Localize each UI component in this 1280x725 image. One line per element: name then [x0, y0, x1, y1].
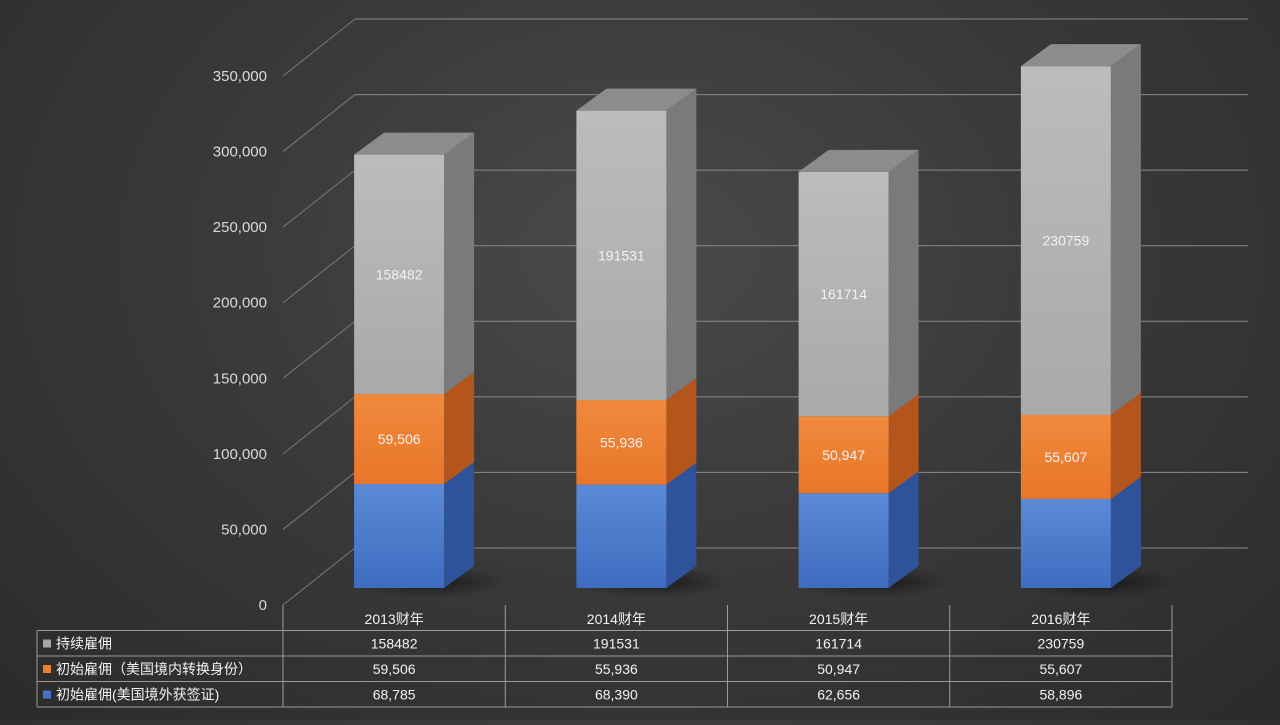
data-label: 158482: [376, 266, 423, 282]
data-label: 59,506: [378, 431, 421, 447]
bar-side-face: [666, 88, 697, 401]
x-category-label: 2016财年: [1031, 611, 1090, 627]
data-label: 230759: [1043, 233, 1090, 249]
data-label: 55,936: [600, 434, 643, 450]
bar-side-face: [888, 471, 919, 588]
table-cell: 50,947: [817, 661, 860, 677]
bar-front-face: [354, 484, 445, 588]
table-cell: 59,506: [373, 661, 416, 677]
legend-label: 初始雇佣(美国境外获签证): [56, 687, 219, 703]
table-cell: 230759: [1038, 636, 1085, 652]
bar-segment: 50,947: [798, 394, 919, 494]
gridline-diagonal: [282, 18, 356, 77]
gridline-diagonal: [282, 320, 356, 379]
legend-label: 持续雇佣: [56, 636, 112, 652]
bar-front-face: [576, 110, 667, 401]
bar-side-face: [444, 132, 475, 395]
bar-side-face: [444, 462, 475, 588]
gridline-diagonal: [282, 396, 356, 455]
bar-top-face: [798, 149, 919, 172]
legend-swatch: [43, 639, 51, 648]
bar-top-face: [1020, 44, 1141, 67]
bar-side-face: [666, 378, 697, 485]
y-tick-label: 350,000: [213, 68, 267, 85]
bar-segment: [798, 471, 919, 588]
bar-front-face: [354, 394, 445, 485]
x-category-label: 2013财年: [365, 611, 424, 627]
y-tick-label: 0: [259, 597, 267, 614]
gridline-diagonal: [282, 472, 356, 530]
bar-segment: [576, 462, 697, 588]
bar-segment: 230759: [1020, 44, 1141, 415]
data-label: 161714: [820, 286, 867, 302]
gridline-diagonal: [282, 169, 356, 228]
bar-side-face: [444, 372, 475, 485]
data-label: 191531: [598, 247, 645, 263]
y-tick-label: 100,000: [213, 446, 267, 463]
bar-segment: 59,506: [354, 372, 475, 485]
legend-swatch: [43, 665, 51, 673]
table-cell: 68,785: [373, 687, 416, 703]
table-cell: 62,656: [817, 687, 860, 703]
bar-front-face: [576, 484, 667, 588]
bar-front-face: [576, 400, 667, 485]
bar-front-face: [798, 171, 889, 417]
bar-segment: 161714: [798, 149, 919, 417]
legend-swatch: [43, 690, 51, 699]
bar-side-face: [1110, 392, 1141, 499]
data-label: 55,607: [1044, 449, 1087, 465]
y-tick-label: 300,000: [213, 144, 267, 161]
bar-top-face: [354, 132, 475, 155]
legend-label: 初始雇佣（美国境内转换身份）: [56, 661, 252, 677]
table-cell: 68,390: [595, 687, 638, 703]
bar-side-face: [666, 462, 697, 588]
bar-segment: 55,936: [576, 378, 697, 485]
bar-side-face: [888, 394, 919, 494]
bar-front-face: [354, 154, 445, 395]
bar-segment: [354, 462, 475, 588]
gridline-diagonal: [282, 547, 356, 606]
bar-front-face: [1020, 498, 1111, 588]
table-cell: 161714: [815, 636, 862, 652]
bar-side-face: [888, 149, 919, 417]
table-cell: 158482: [371, 636, 418, 652]
bar-segment: 55,607: [1020, 392, 1141, 499]
y-tick-label: 150,000: [213, 370, 267, 387]
bar-front-face: [1020, 66, 1111, 415]
bar-segment: 191531: [576, 88, 697, 401]
bar-segment: [1020, 476, 1141, 588]
bar-front-face: [1020, 414, 1111, 499]
x-category-label: 2015财年: [809, 611, 868, 627]
table-cell: 55,607: [1039, 661, 1082, 677]
table-cell: 191531: [593, 636, 640, 652]
table-cell: 55,936: [595, 661, 638, 677]
gridline-diagonal: [282, 245, 356, 304]
bar-top-face: [576, 88, 697, 111]
y-tick-label: 50,000: [221, 521, 267, 538]
gridline-diagonal: [282, 94, 356, 152]
y-tick-label: 200,000: [213, 295, 267, 312]
bar-front-face: [798, 416, 889, 494]
y-tick-label: 250,000: [213, 219, 267, 236]
table-cell: 58,896: [1039, 687, 1082, 703]
bar-side-face: [1110, 44, 1141, 415]
bar-segment: 158482: [354, 132, 475, 395]
bar-side-face: [1110, 476, 1141, 588]
x-category-label: 2014财年: [587, 611, 646, 627]
bar-front-face: [798, 493, 889, 588]
data-label: 50,947: [822, 447, 865, 463]
